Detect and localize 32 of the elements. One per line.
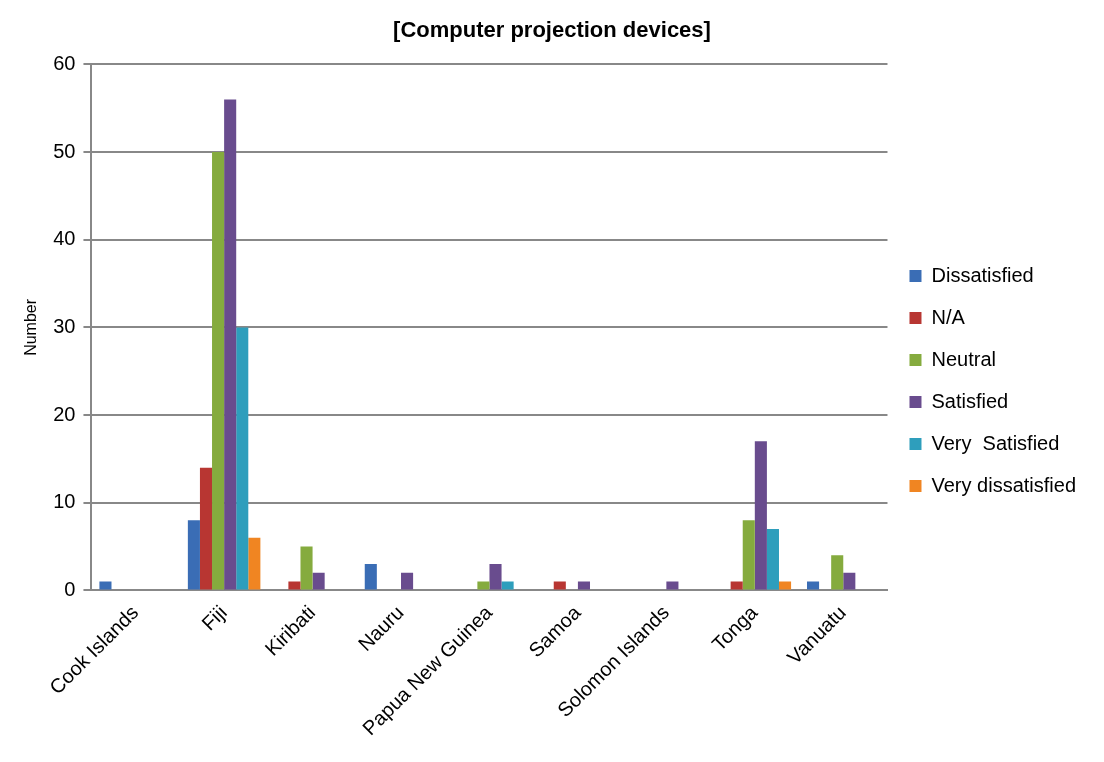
bar bbox=[831, 555, 844, 590]
bar bbox=[312, 572, 325, 590]
bar bbox=[401, 572, 414, 590]
bar bbox=[212, 152, 225, 590]
y-tick-label: 40 bbox=[53, 227, 76, 250]
bar bbox=[236, 327, 249, 590]
legend-label: Satisfied bbox=[931, 389, 1009, 412]
legend-label: Very dissatisfied bbox=[931, 473, 1076, 496]
bar bbox=[199, 467, 213, 590]
y-tick-label: 30 bbox=[53, 314, 76, 337]
y-tick-label: 10 bbox=[53, 490, 76, 513]
chart-title: [Computer projection devices] bbox=[393, 17, 711, 43]
x-tick-label: Fiji bbox=[197, 601, 231, 635]
y-tick-label: 20 bbox=[53, 402, 76, 425]
legend-label: Dissatisfied bbox=[931, 263, 1034, 286]
bar bbox=[187, 520, 200, 590]
bar bbox=[742, 520, 755, 590]
legend-label: Neutral bbox=[931, 347, 996, 370]
bar bbox=[754, 441, 767, 590]
legend-label: Very Satisfied bbox=[931, 431, 1060, 454]
legend-label: N/A bbox=[931, 305, 966, 328]
bar bbox=[224, 99, 237, 590]
bar bbox=[843, 572, 856, 590]
bar bbox=[300, 546, 313, 590]
bar bbox=[766, 529, 779, 590]
y-tick-label: 0 bbox=[64, 577, 76, 600]
y-tick-label: 50 bbox=[53, 139, 76, 162]
y-tick-label: 60 bbox=[53, 51, 76, 74]
y-axis-title: Number bbox=[22, 298, 40, 356]
bar bbox=[364, 564, 377, 590]
bar bbox=[248, 537, 261, 590]
bar bbox=[489, 564, 502, 590]
